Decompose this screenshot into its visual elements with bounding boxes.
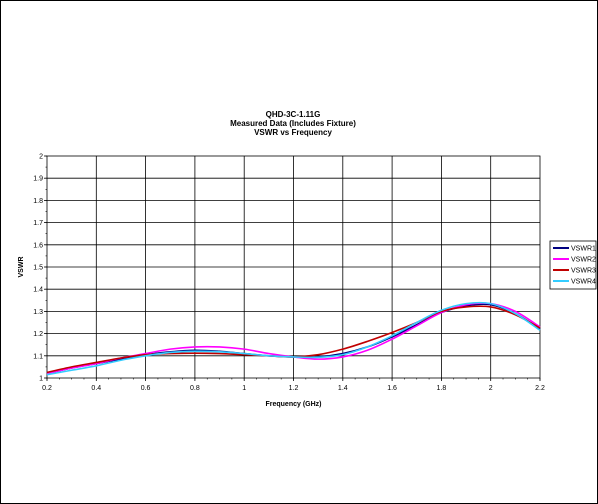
- x-tick-label: 2: [489, 385, 493, 392]
- x-tick-label: 1.2: [289, 385, 299, 392]
- legend-label-vswr4: VSWR4: [571, 279, 596, 286]
- x-tick-label: 0.4: [91, 385, 101, 392]
- y-axis-label: VSWR: [18, 257, 25, 278]
- x-axis-label: Frequency (GHz): [265, 401, 321, 408]
- y-tick-label: 1.6: [33, 242, 43, 249]
- x-tick-label: 1.6: [387, 385, 397, 392]
- y-tick-label: 1.4: [33, 287, 43, 294]
- x-tick-label: 1.4: [338, 385, 348, 392]
- x-tick-label: 2.2: [535, 385, 545, 392]
- y-tick-label: 1.2: [33, 331, 43, 338]
- x-tick-label: 1.8: [437, 385, 447, 392]
- y-tick-label: 1.1: [33, 353, 43, 360]
- y-tick-label: 1: [39, 376, 43, 383]
- x-tick-label: 0.6: [141, 385, 151, 392]
- legend-label-vswr3: VSWR3: [571, 268, 596, 275]
- chart-title-line: VSWR vs Frequency: [254, 128, 332, 137]
- legend-label-vswr2: VSWR2: [571, 257, 596, 264]
- y-tick-label: 2: [39, 154, 43, 161]
- legend-label-vswr1: VSWR1: [571, 246, 596, 253]
- y-tick-label: 1.9: [33, 176, 43, 183]
- y-tick-label: 1.8: [33, 198, 43, 205]
- x-tick-label: 0.8: [190, 385, 200, 392]
- y-tick-label: 1.3: [33, 309, 43, 316]
- series-line-vswr4: [46, 301, 541, 376]
- y-tick-label: 1.5: [33, 265, 43, 272]
- chart-title-line: QHD-3C-1.11G: [266, 110, 321, 119]
- x-tick-label: 1: [242, 385, 246, 392]
- x-tick-label: 0.2: [42, 385, 52, 392]
- chart-title-line: Measured Data (Includes Fixture): [230, 119, 356, 128]
- y-tick-label: 1.7: [33, 220, 43, 227]
